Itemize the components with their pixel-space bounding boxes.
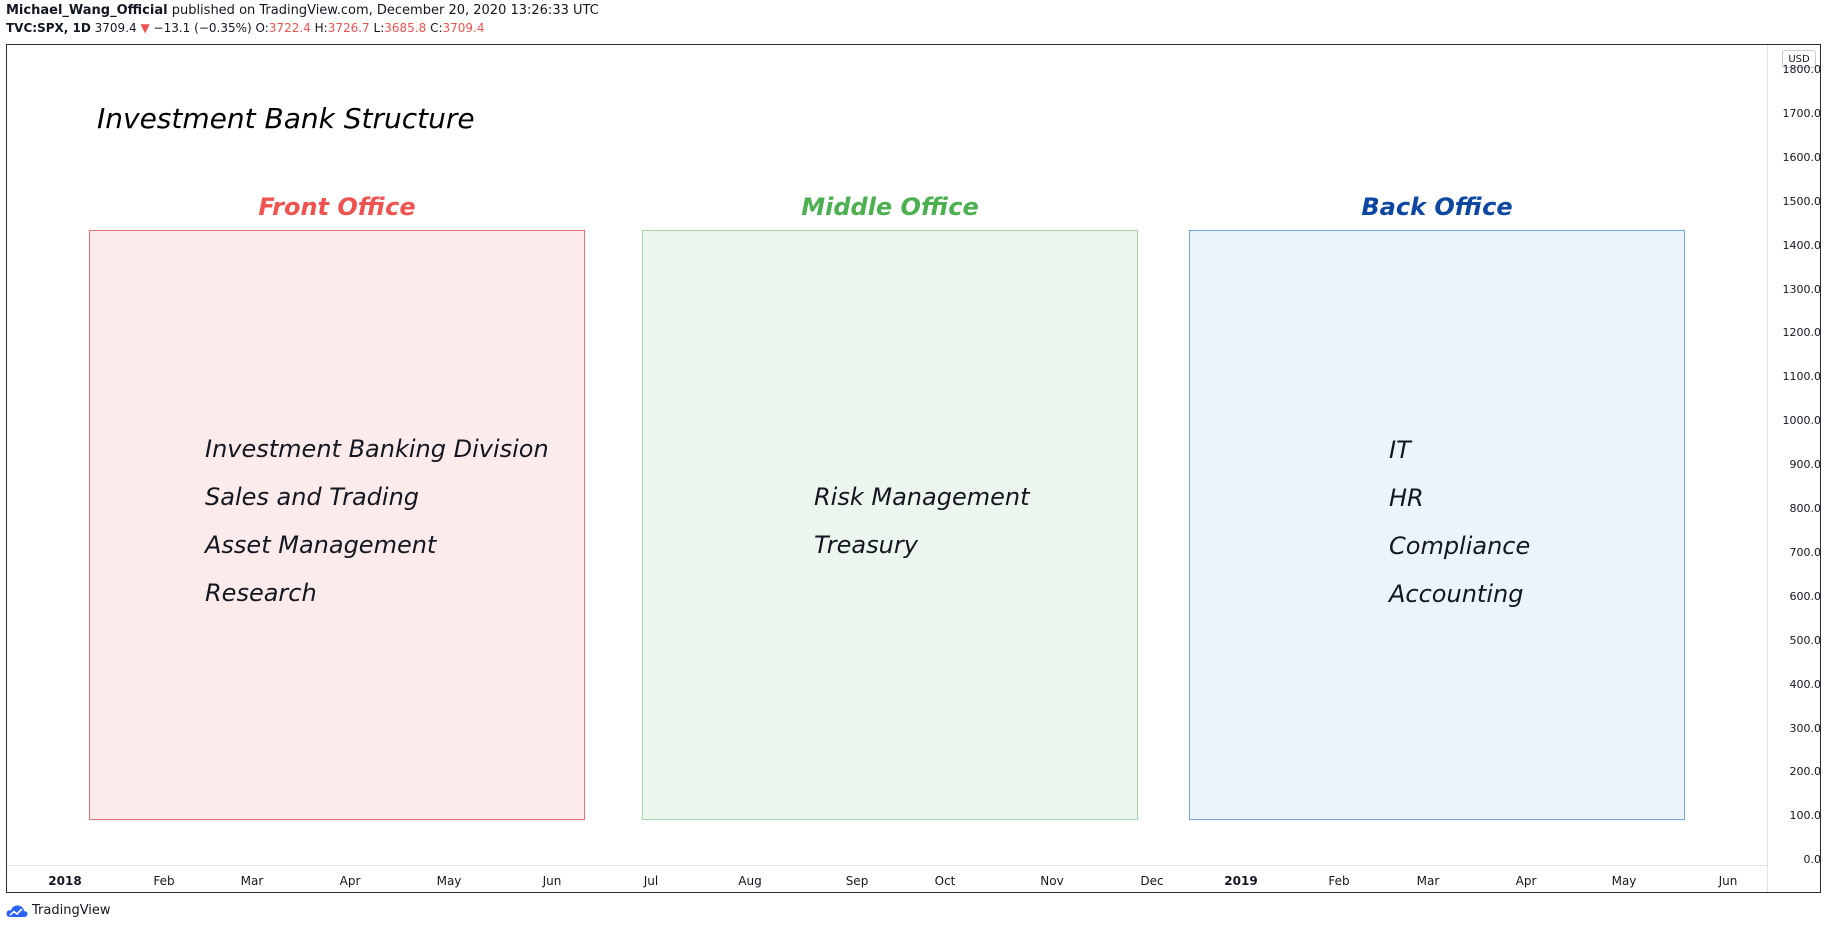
front-office-list: Investment Banking Division Sales and Tra… [205,431,549,623]
time-tick-label: Jun [542,874,562,888]
time-tick-label: May [436,874,462,888]
price-tick-label: 200.0 [1789,765,1821,779]
change-down-icon: ▼ [140,21,150,35]
back-office-item: Compliance [1389,532,1531,560]
time-tick-label: Mar [240,874,264,888]
chart-area[interactable]: Investment Bank Structure Front Office M… [6,44,1821,893]
back-office-item: HR [1389,484,1424,512]
front-office-item: Asset Management [205,531,437,559]
price-tick-label: 500.0 [1789,633,1821,647]
price-tick-label: 1300.0 [1782,282,1821,296]
price-tick-label: 0.0 [1803,853,1821,867]
symbol-name: TVC:SPX, 1D [6,21,91,35]
front-office-box[interactable] [89,230,585,820]
time-tick-label: Jul [643,874,659,888]
price-tick-label: 1100.0 [1782,370,1821,384]
price-tick-label: 400.0 [1789,677,1821,691]
author-name[interactable]: Michael_Wang_Official [6,3,168,18]
brand-name: TradingView [32,903,111,918]
price-tick-label: 1200.0 [1782,326,1821,340]
time-tick-label: May [1611,874,1637,888]
time-tick-label: Oct [934,874,956,888]
brand-footer[interactable]: TradingView [6,903,111,918]
price-tick-label: 300.0 [1789,721,1821,735]
price-tick-label: 1400.0 [1782,238,1821,252]
back-office-list: IT HR Compliance Accounting [1389,432,1530,624]
low-label: L: [373,21,385,35]
middle-office-box[interactable] [642,230,1138,820]
time-tick-label: 2019 [1224,874,1258,888]
price-tick-label: 1000.0 [1782,414,1821,428]
back-office-box[interactable] [1189,230,1685,820]
currency-button[interactable]: USD [1782,50,1816,68]
time-tick-label: Feb [153,874,175,888]
publish-info: Michael_Wang_Official published on Tradi… [6,3,599,19]
symbol-info: TVC:SPX, 1D 3709.4 ▼ −13.1 (−0.35%) O:37… [6,20,485,36]
middle-office-item: Treasury [814,531,918,559]
time-tick-label: Aug [738,874,762,888]
price-tick-label: 1600.0 [1782,150,1821,164]
high-label: H: [314,21,328,35]
high-value: 3726.7 [327,21,370,35]
published-text: published on TradingView.com, December 2… [171,3,599,18]
close-label: C: [430,21,443,35]
price-tick-label: 1500.0 [1782,194,1821,208]
price-tick-label: 1800.0 [1782,63,1821,76]
front-office-item: Research [205,579,317,607]
front-office-title: Front Office [258,193,416,221]
middle-office-item: Risk Management [814,483,1030,511]
front-office-item: Investment Banking Division [205,435,549,463]
time-tick-label: Feb [1328,874,1350,888]
price-tick-label: 600.0 [1789,589,1821,603]
price-tick-label: 800.0 [1789,502,1821,515]
front-office-item: Sales and Trading [205,483,420,511]
time-tick-label: Nov [1040,874,1064,888]
tradingview-logo-icon [6,904,28,917]
back-office-item: Accounting [1389,580,1524,608]
open-label: O: [255,21,269,35]
time-axis[interactable]: 2018 Feb Mar Apr May Jun Jul Aug Sep Oct Nov Dec 201… [7,865,1767,892]
diagram-title: Investment Bank Structure [97,102,475,135]
middle-office-title: Middle Office [801,193,979,221]
time-tick-label: 2018 [48,874,82,888]
time-tick-label: Apr [339,874,361,888]
last-price: 3709.4 [94,21,137,35]
back-office-item: IT [1389,436,1411,464]
time-tick-label: Apr [1515,874,1537,888]
price-change: −13.1 (−0.35%) [153,21,252,35]
price-axis[interactable] [1767,45,1820,892]
price-tick-label: 100.0 [1789,809,1821,823]
time-tick-label: Sep [845,874,869,888]
price-tick-label: 1700.0 [1782,106,1821,120]
price-tick-label: 700.0 [1789,545,1821,559]
time-tick-label: Dec [1140,874,1164,888]
middle-office-list: Risk Management Treasury [814,479,1029,575]
time-tick-label: Jun [1718,874,1738,888]
close-value: 3709.4 [442,21,485,35]
low-value: 3685.8 [384,21,427,35]
open-value: 3722.4 [268,21,311,35]
back-office-title: Back Office [1361,193,1513,221]
time-tick-label: Mar [1416,874,1440,888]
price-tick-label: 900.0 [1789,458,1821,472]
